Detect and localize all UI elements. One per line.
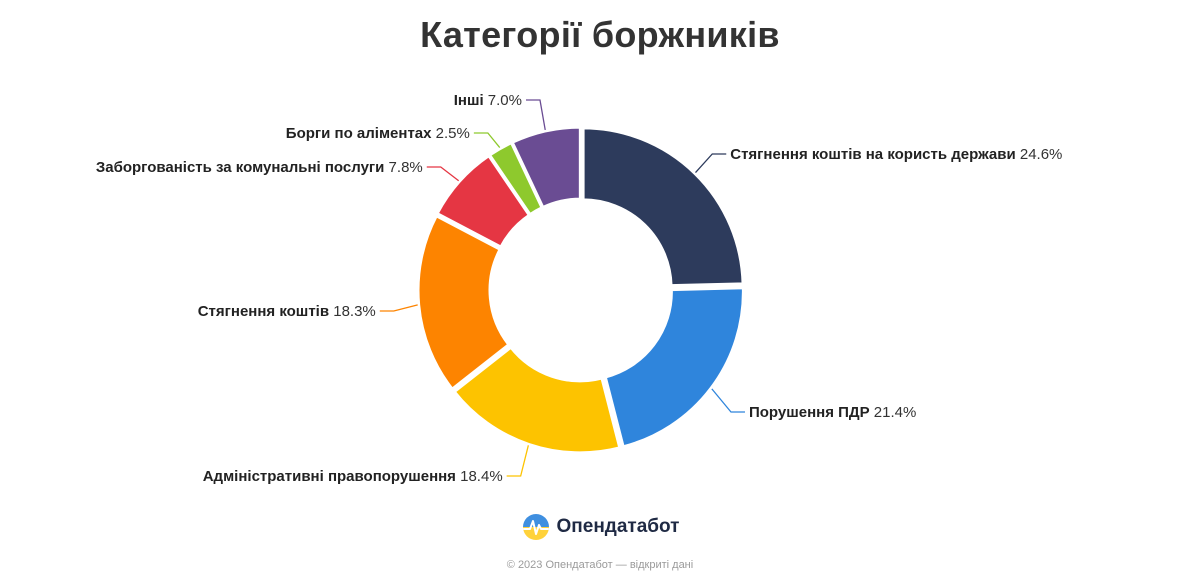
slice-label: Адміністративні правопорушення 18.4%: [203, 468, 503, 485]
leader-line: [711, 388, 745, 413]
brand-name: Опендатабот: [556, 516, 680, 537]
opendatabot-logo-icon: [522, 514, 549, 540]
leader-line: [695, 153, 727, 174]
slice-label: Інші 7.0%: [454, 92, 522, 109]
slice-label: Стягнення коштів 18.3%: [198, 303, 376, 320]
donut-slice[interactable]: [452, 345, 622, 455]
leader-line: [379, 304, 418, 312]
slice-label: Заборгованість за комунальні послуги 7.8…: [96, 159, 423, 176]
leader-line: [473, 132, 501, 148]
donut-slice[interactable]: [581, 126, 745, 288]
slice-label: Порушення ПДР 21.4%: [749, 404, 916, 421]
footer-copyright: © 2023 Опендатабот — відкриті дані: [506, 559, 694, 571]
slice-label: Стягнення коштів на користь держави 24.6…: [730, 146, 1062, 163]
leader-line: [506, 445, 529, 477]
leader-line: [426, 166, 460, 182]
brand: Опендатабот: [0, 512, 1200, 542]
donut-slice[interactable]: [603, 286, 745, 449]
leader-line: [525, 99, 546, 131]
donut-slice[interactable]: [510, 125, 582, 209]
donut-slice[interactable]: [416, 214, 511, 391]
chart-title: Категорії боржників: [420, 14, 780, 55]
slice-label: Борги по аліментах 2.5%: [286, 125, 470, 142]
